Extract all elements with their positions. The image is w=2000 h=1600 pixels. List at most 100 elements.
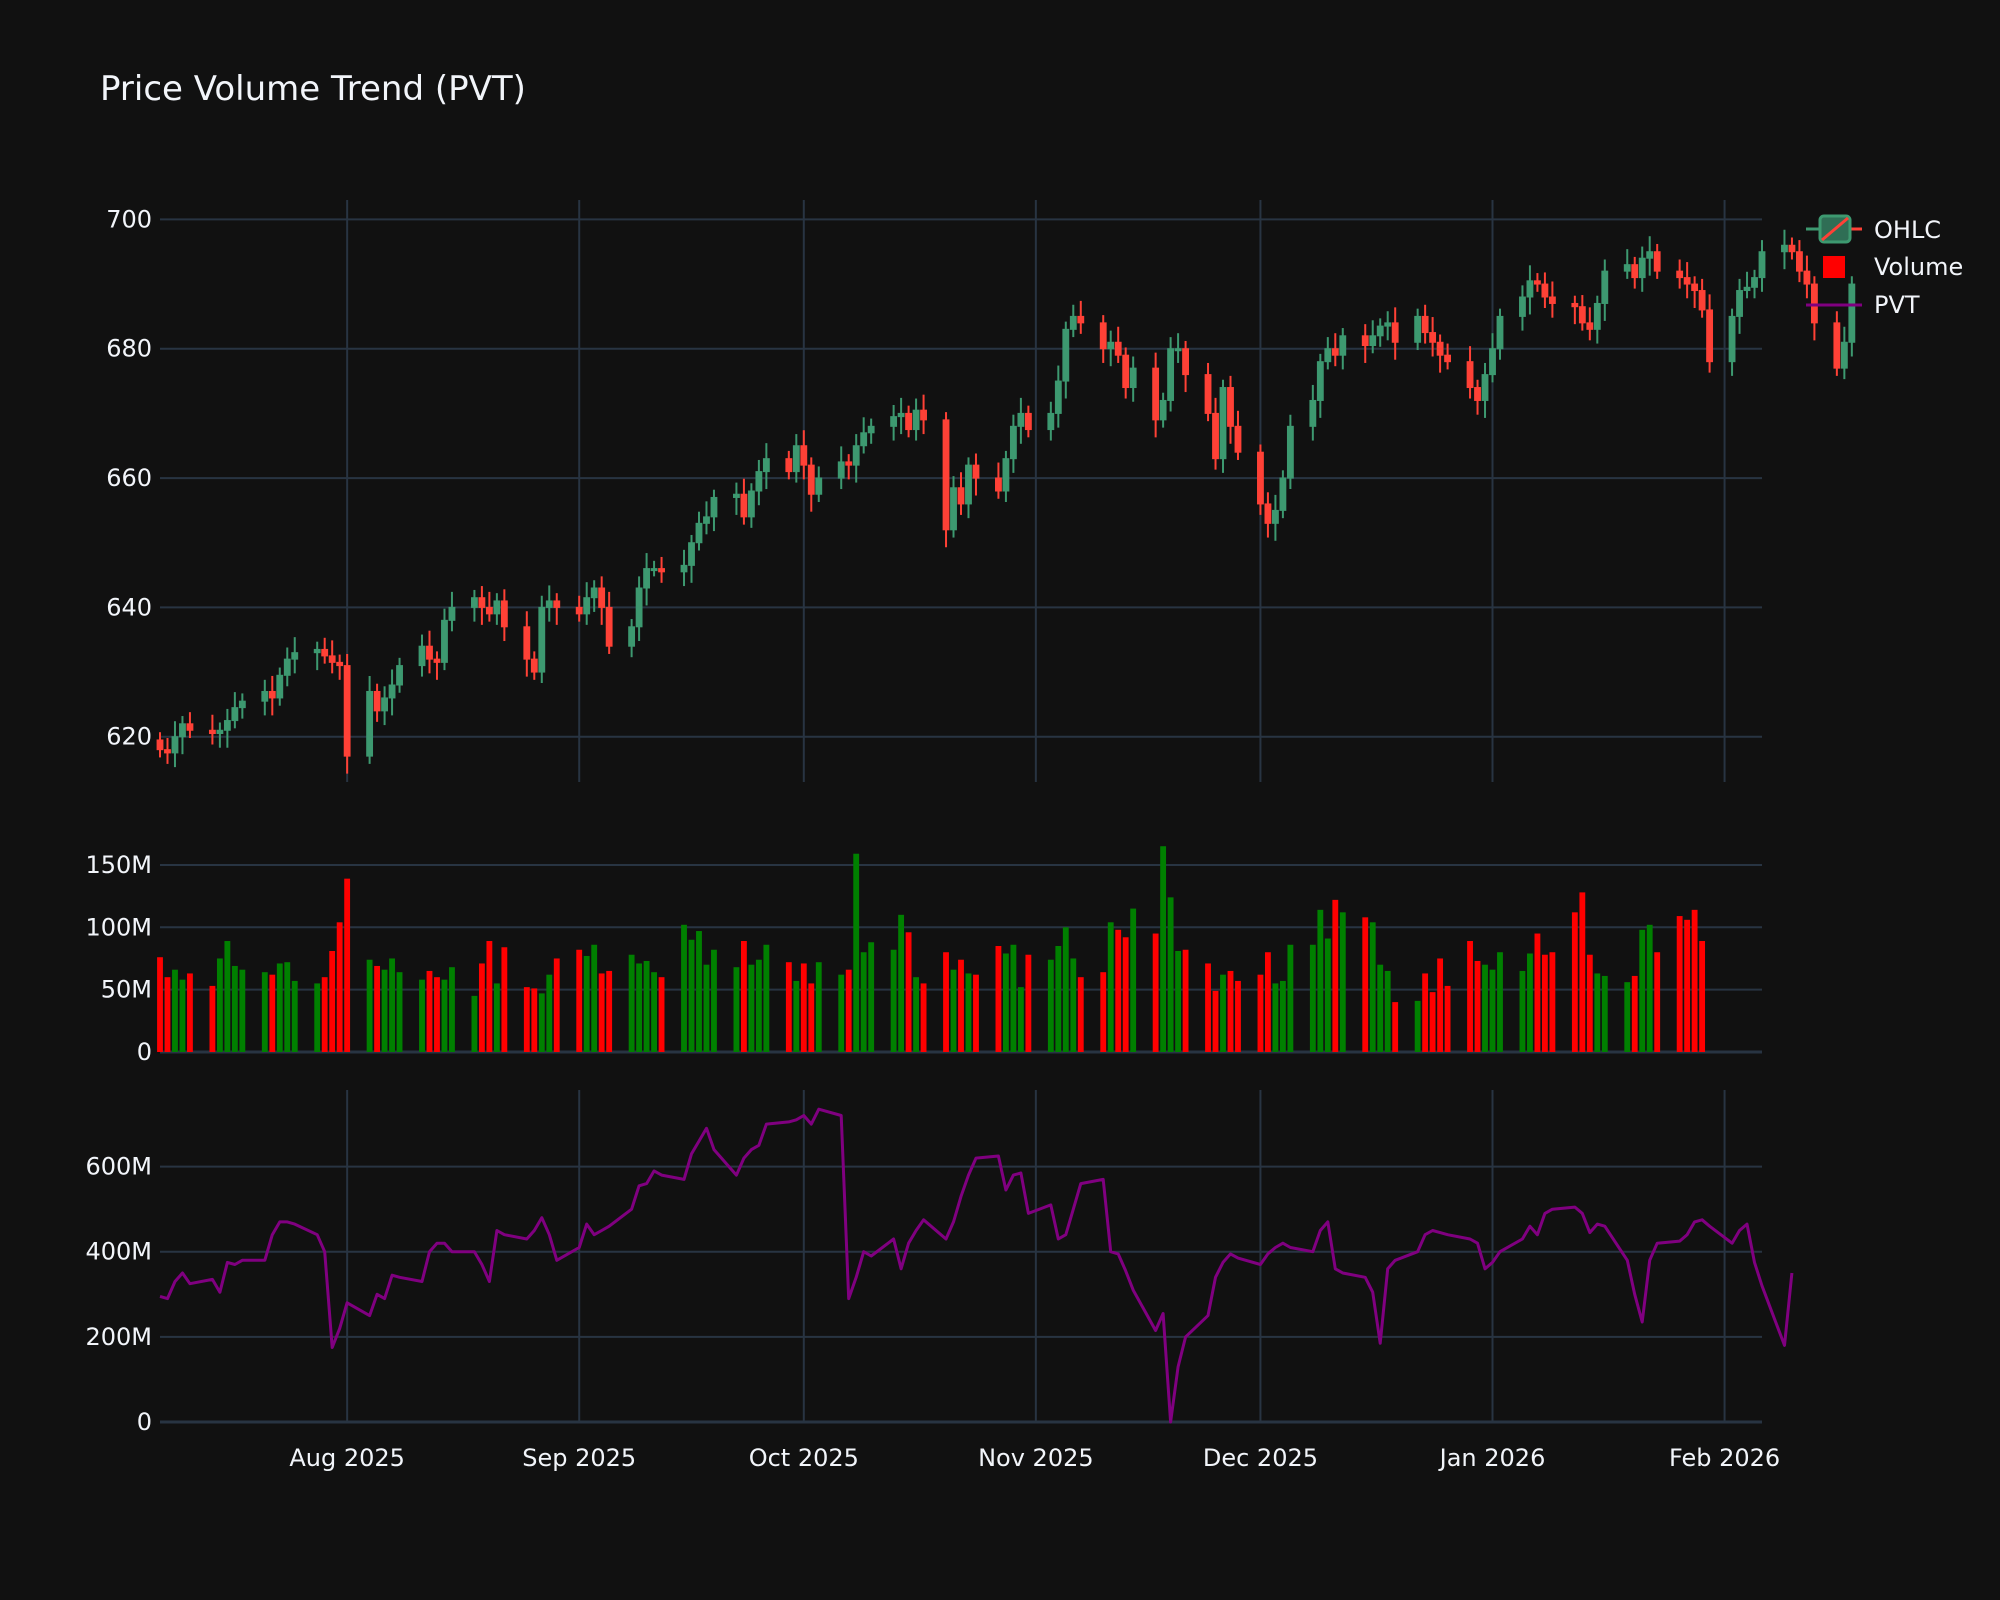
volume-bar — [890, 949, 897, 1052]
candle-body — [1204, 374, 1212, 414]
legend-item-ohlc[interactable]: OHLC — [1806, 214, 1941, 244]
candle-body — [1638, 257, 1646, 279]
candle-body — [388, 684, 396, 699]
volume-y-tick-3: 150M — [85, 851, 152, 879]
candle-body — [1339, 335, 1347, 356]
candle-body — [852, 445, 860, 466]
price-y-tick-4: 700 — [106, 205, 152, 233]
volume-bar — [651, 972, 657, 1052]
volume-bar — [187, 973, 193, 1052]
candle-body — [1069, 315, 1077, 330]
volume-bar — [1482, 964, 1488, 1052]
volume-bar — [1017, 987, 1024, 1052]
candle-body — [1848, 283, 1856, 343]
volume-bar — [1265, 952, 1271, 1052]
candle-body — [733, 493, 740, 498]
candle-body — [583, 597, 591, 615]
volume-bar — [1467, 941, 1473, 1052]
candle-body — [995, 477, 1002, 492]
candle-body — [1024, 412, 1032, 431]
volume-bar — [1377, 964, 1384, 1052]
candle-body — [762, 458, 770, 473]
candle-body — [860, 432, 868, 447]
volume-bar — [973, 974, 979, 1052]
axis-labels: 620 640 660 680 700 0 50M 100M 150M 0 200M 400M 600M… — [85, 205, 1780, 1472]
volume-bar — [808, 983, 815, 1052]
candle-body — [658, 568, 665, 573]
candle-body — [972, 464, 980, 479]
legend-item-pvt[interactable]: PVT — [1806, 291, 1920, 319]
volume-bar — [1122, 937, 1129, 1052]
volume-bar — [1070, 958, 1077, 1052]
legend[interactable]: OHLC Volume PVT — [1806, 214, 1963, 319]
volume-bar — [1160, 846, 1167, 1052]
x-tick-6: Feb 2026 — [1669, 1444, 1780, 1472]
x-tick-2: Oct 2025 — [749, 1444, 859, 1472]
candle-body — [837, 461, 845, 479]
candle-body — [1002, 458, 1010, 492]
volume-bar — [441, 979, 448, 1052]
candle-body — [1107, 341, 1115, 350]
candle-body — [1361, 335, 1369, 346]
volume-bar — [696, 931, 702, 1052]
candle-body — [605, 606, 613, 647]
candle-body — [313, 648, 321, 654]
candle-body — [373, 690, 381, 712]
candle-body — [1114, 341, 1122, 356]
volume-bar — [471, 995, 478, 1052]
volume-bar — [1047, 959, 1054, 1052]
candle-body — [1384, 322, 1392, 327]
candle-body — [156, 739, 164, 751]
candle-body — [1122, 354, 1130, 389]
volume-bar — [344, 878, 351, 1052]
volume-bar — [381, 969, 388, 1052]
candle-body — [1728, 315, 1736, 363]
volume-bar — [583, 955, 590, 1052]
candle-body — [598, 587, 606, 608]
volume-bar — [538, 993, 545, 1052]
volume-bar — [523, 987, 530, 1052]
volume-bar — [1175, 950, 1182, 1052]
volume-bar — [1167, 897, 1174, 1052]
volume-bar — [1130, 908, 1137, 1052]
candle-body — [1009, 425, 1017, 460]
candle-body — [238, 700, 246, 709]
volume-bar — [1691, 909, 1698, 1052]
volume-bar — [449, 967, 455, 1052]
price-y-tick-0: 620 — [106, 723, 152, 751]
candle-body — [1062, 328, 1070, 382]
candle-body — [381, 697, 388, 712]
x-tick-5: Jan 2026 — [1438, 1444, 1546, 1472]
volume-bar — [1055, 946, 1062, 1052]
candle-body — [890, 416, 898, 427]
candle-body — [1698, 290, 1706, 311]
volume-bar — [1497, 952, 1503, 1052]
candle-body — [1534, 280, 1541, 285]
volume-bar — [209, 985, 216, 1052]
volume-bar — [389, 958, 395, 1052]
volume-bar — [1369, 922, 1376, 1052]
volume-bar — [913, 977, 920, 1052]
candle-body — [1227, 387, 1234, 427]
candle-body — [1077, 315, 1085, 324]
volume-bar — [261, 972, 268, 1052]
candle-body — [1751, 277, 1758, 288]
volume-y-tick-1: 50M — [101, 976, 152, 1004]
candle-body — [1391, 322, 1399, 343]
candle-body — [643, 568, 651, 589]
candle-body — [1796, 251, 1803, 272]
volume-bar — [1684, 919, 1691, 1052]
candle-body — [1129, 367, 1137, 389]
candle-body — [538, 606, 546, 673]
volume-bar — [1287, 944, 1294, 1052]
chart-title: Price Volume Trend (PVT) — [100, 69, 526, 109]
legend-item-volume[interactable]: Volume — [1823, 253, 1963, 281]
volume-bar — [1646, 924, 1653, 1052]
candle-body — [1174, 348, 1182, 352]
candle-body — [590, 587, 598, 599]
volume-bar — [1205, 963, 1211, 1052]
candle-body — [500, 600, 508, 628]
candle-body — [912, 409, 920, 431]
volume-bar — [553, 958, 560, 1052]
legend-ohlc-slash — [1821, 216, 1849, 242]
